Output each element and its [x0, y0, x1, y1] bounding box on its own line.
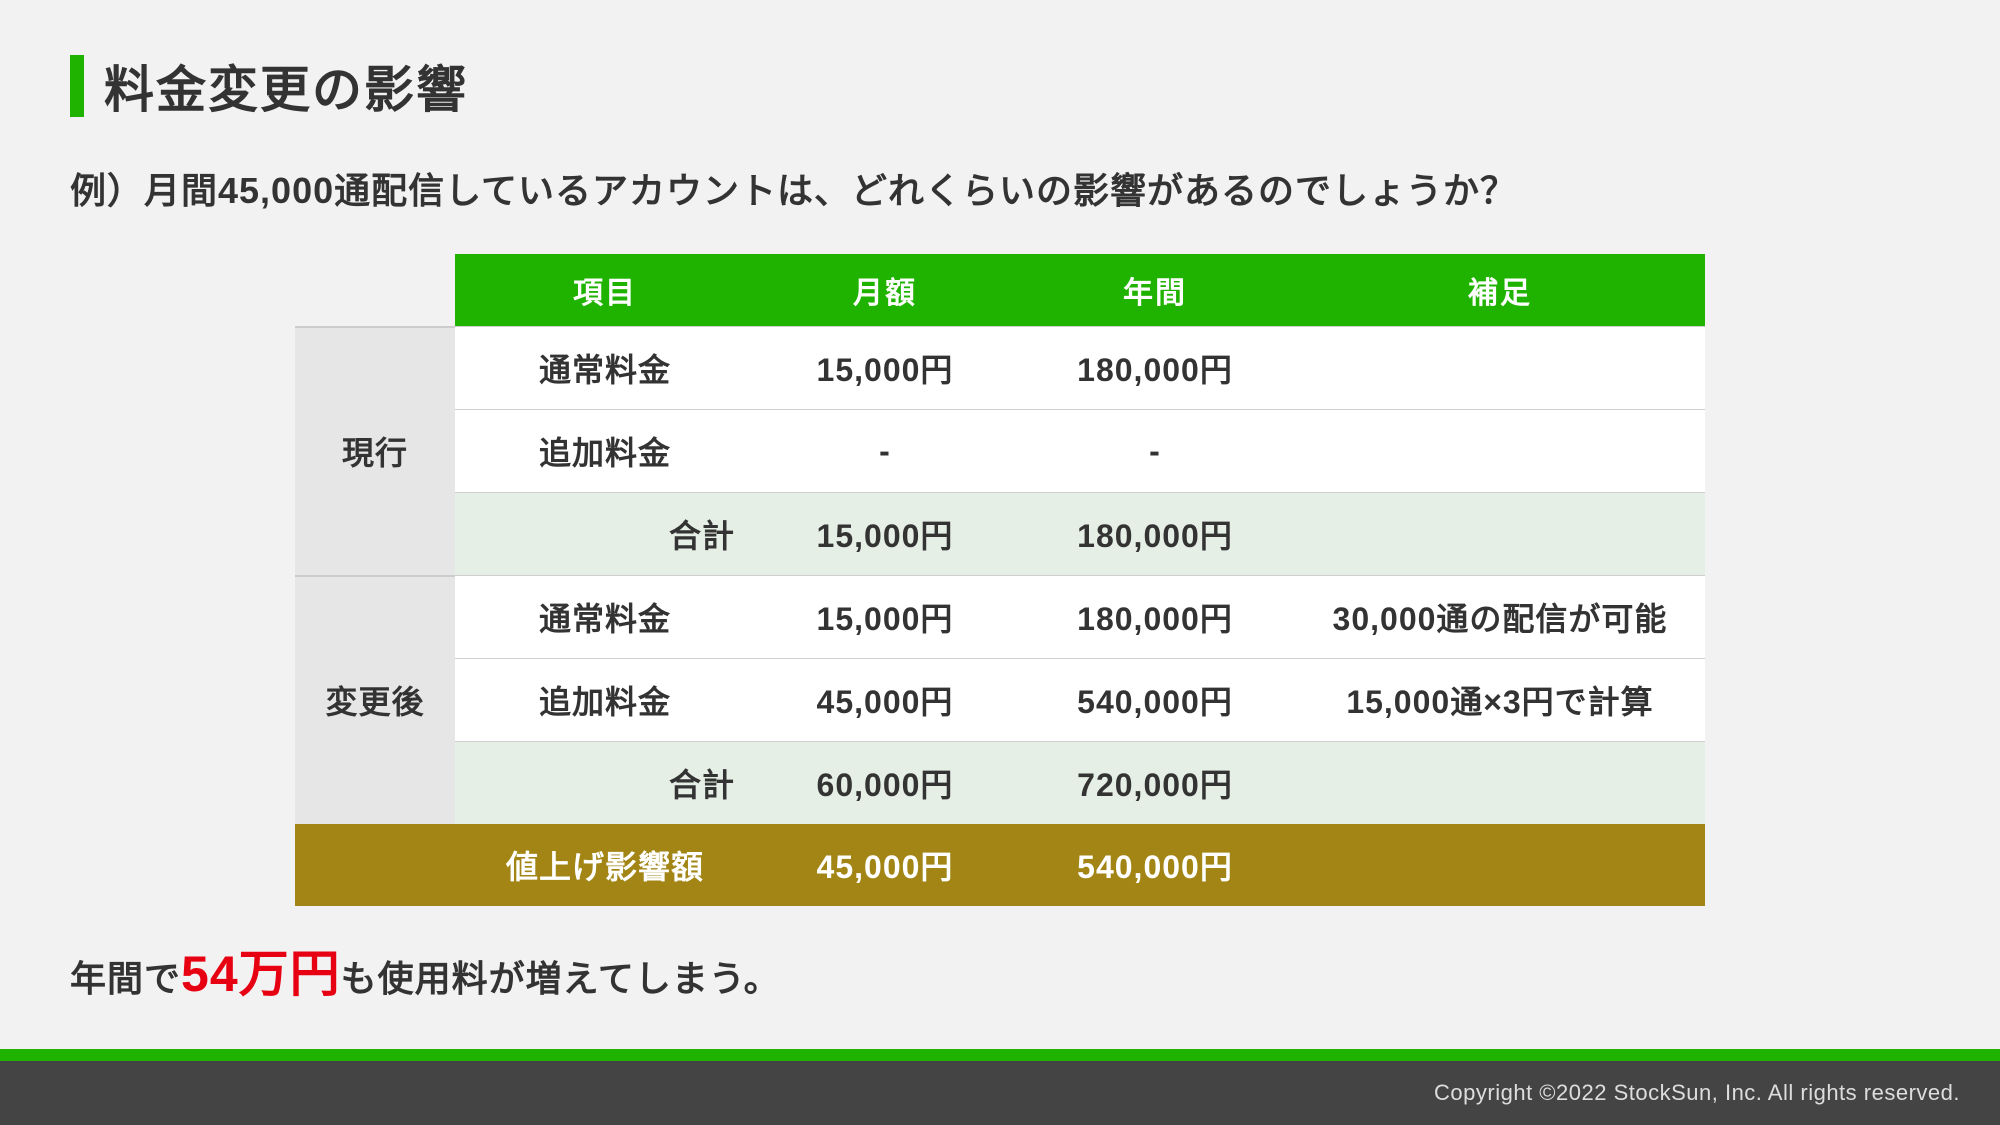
cell-year: 540,000円 — [1015, 824, 1295, 906]
cell-item: 合計 — [455, 493, 755, 576]
table-header-row: 項目 月額 年間 補足 — [295, 254, 1705, 327]
cell-month: 15,000円 — [755, 493, 1015, 576]
pricing-table: 項目 月額 年間 補足 現行 通常料金 15,000円 180,000円 — [295, 254, 1705, 906]
footer: Copyright ©2022 StockSun, Inc. All right… — [0, 1049, 2000, 1125]
th-group-spacer — [295, 254, 455, 327]
group-label-after: 変更後 — [295, 576, 455, 825]
summary-highlight: 54万円 — [181, 946, 341, 1002]
cell-note — [1295, 493, 1705, 576]
cell-month: 15,000円 — [755, 327, 1015, 410]
cell-item: 合計 — [455, 742, 755, 825]
cell-month: 45,000円 — [755, 824, 1015, 906]
subtotal-row: 合計 15,000円 180,000円 — [295, 493, 1705, 576]
table-row: 追加料金 45,000円 540,000円 15,000通×3円で計算 — [295, 659, 1705, 742]
cell-item: 通常料金 — [455, 576, 755, 659]
group-label-current: 現行 — [295, 327, 455, 576]
cell-month: 45,000円 — [755, 659, 1015, 742]
cell-note: 30,000通の配信が可能 — [1295, 576, 1705, 659]
subtotal-row: 合計 60,000円 720,000円 — [295, 742, 1705, 825]
cell-year: 180,000円 — [1015, 493, 1295, 576]
cell-note — [1295, 327, 1705, 410]
copyright: Copyright ©2022 StockSun, Inc. All right… — [0, 1061, 2000, 1125]
slide: 料金変更の影響 例）月間45,000通配信しているアカウントは、どれくらいの影響… — [0, 0, 2000, 1125]
summary-suffix: も使用料が増えてしまう。 — [341, 958, 781, 999]
th-item: 項目 — [455, 254, 755, 327]
cell-year: 180,000円 — [1015, 327, 1295, 410]
cell-month: - — [755, 410, 1015, 493]
cell-item: 通常料金 — [455, 327, 755, 410]
impact-row: 値上げ影響額 45,000円 540,000円 — [295, 824, 1705, 906]
impact-spacer — [295, 824, 455, 906]
slide-body: 料金変更の影響 例）月間45,000通配信しているアカウントは、どれくらいの影響… — [0, 0, 2000, 1006]
footer-accent-bar — [0, 1049, 2000, 1061]
subtitle: 例）月間45,000通配信しているアカウントは、どれくらいの影響があるのでしょう… — [70, 162, 1930, 214]
cell-item: 値上げ影響額 — [455, 824, 755, 906]
cell-note — [1295, 824, 1705, 906]
table-wrap: 項目 月額 年間 補足 現行 通常料金 15,000円 180,000円 — [70, 254, 1930, 906]
cell-month: 60,000円 — [755, 742, 1015, 825]
title-row: 料金変更の影響 — [70, 50, 1930, 122]
cell-year: 720,000円 — [1015, 742, 1295, 825]
th-note: 補足 — [1295, 254, 1705, 327]
page-title: 料金変更の影響 — [104, 50, 468, 122]
cell-year: - — [1015, 410, 1295, 493]
table-row: 変更後 通常料金 15,000円 180,000円 30,000通の配信が可能 — [295, 576, 1705, 659]
title-accent-bar — [70, 55, 84, 117]
th-month: 月額 — [755, 254, 1015, 327]
cell-item: 追加料金 — [455, 410, 755, 493]
cell-item: 追加料金 — [455, 659, 755, 742]
cell-month: 15,000円 — [755, 576, 1015, 659]
cell-note — [1295, 742, 1705, 825]
cell-note: 15,000通×3円で計算 — [1295, 659, 1705, 742]
cell-year: 540,000円 — [1015, 659, 1295, 742]
cell-year: 180,000円 — [1015, 576, 1295, 659]
summary-prefix: 年間で — [70, 958, 181, 999]
table-row: 現行 通常料金 15,000円 180,000円 — [295, 327, 1705, 410]
summary: 年間で54万円も使用料が増えてしまう。 — [70, 934, 1930, 1006]
table-row: 追加料金 - - — [295, 410, 1705, 493]
th-year: 年間 — [1015, 254, 1295, 327]
cell-note — [1295, 410, 1705, 493]
